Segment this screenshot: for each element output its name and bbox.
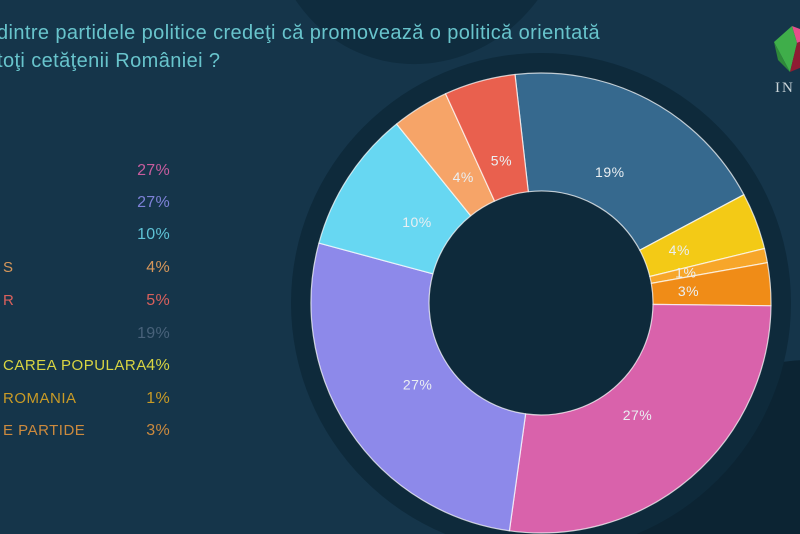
legend-row: CAREA POPULARA 4%	[0, 357, 172, 379]
inscop-gem-icon	[774, 26, 800, 72]
legend-value: 19%	[137, 325, 170, 342]
legend-row: 19%	[0, 325, 172, 347]
donut-slice	[514, 72, 745, 251]
logo-text: IN	[775, 80, 795, 96]
legend-value: 27%	[137, 194, 170, 211]
title-line-1: dintre partidele politice credeţi că pro…	[0, 22, 601, 44]
donut-slice-label: 1%	[675, 265, 696, 281]
legend-value: 10%	[137, 226, 170, 243]
legend-label: ROMANIA	[3, 390, 77, 407]
title-line-2: toţi cetăţenii României ?	[0, 50, 221, 72]
donut-slice-label: 27%	[623, 407, 653, 423]
legend-label: E PARTIDE	[3, 422, 86, 439]
legend-value: 5%	[146, 292, 170, 309]
legend-row: S 4%	[0, 259, 172, 281]
donut-slice-label: 10%	[402, 214, 432, 230]
donut-slice	[310, 242, 527, 532]
legend-value: 1%	[146, 390, 170, 407]
legend: 27% 27% 10% S 4% R 5% 19% CAREA POPULARA 4% ROMANI…	[0, 0, 176, 534]
donut-slice-label: 3%	[678, 283, 699, 299]
legend-label: CAREA POPULARA	[3, 357, 147, 374]
legend-label: S	[3, 259, 14, 276]
legend-row: 27%	[0, 162, 172, 184]
legend-value: 4%	[146, 357, 170, 374]
donut-slice-label: 5%	[491, 152, 512, 168]
legend-label: R	[3, 292, 15, 309]
legend-value: 27%	[137, 162, 170, 179]
legend-row: ROMANIA 1%	[0, 390, 172, 412]
donut-slice-label: 4%	[669, 242, 690, 258]
donut-slice-label: 19%	[595, 164, 625, 180]
legend-row: 27%	[0, 194, 172, 216]
donut-slice	[508, 303, 772, 534]
legend-row: R 5%	[0, 292, 172, 314]
legend-row: 10%	[0, 226, 172, 248]
legend-row: E PARTIDE 3%	[0, 422, 172, 444]
legend-value: 4%	[146, 259, 170, 276]
donut-slice	[445, 73, 529, 202]
donut-slice-label: 4%	[453, 169, 474, 185]
donut-slice-label: 27%	[403, 377, 433, 393]
legend-value: 3%	[146, 422, 170, 439]
page-title: dintre partidele politice credeţi că pro…	[0, 19, 687, 75]
